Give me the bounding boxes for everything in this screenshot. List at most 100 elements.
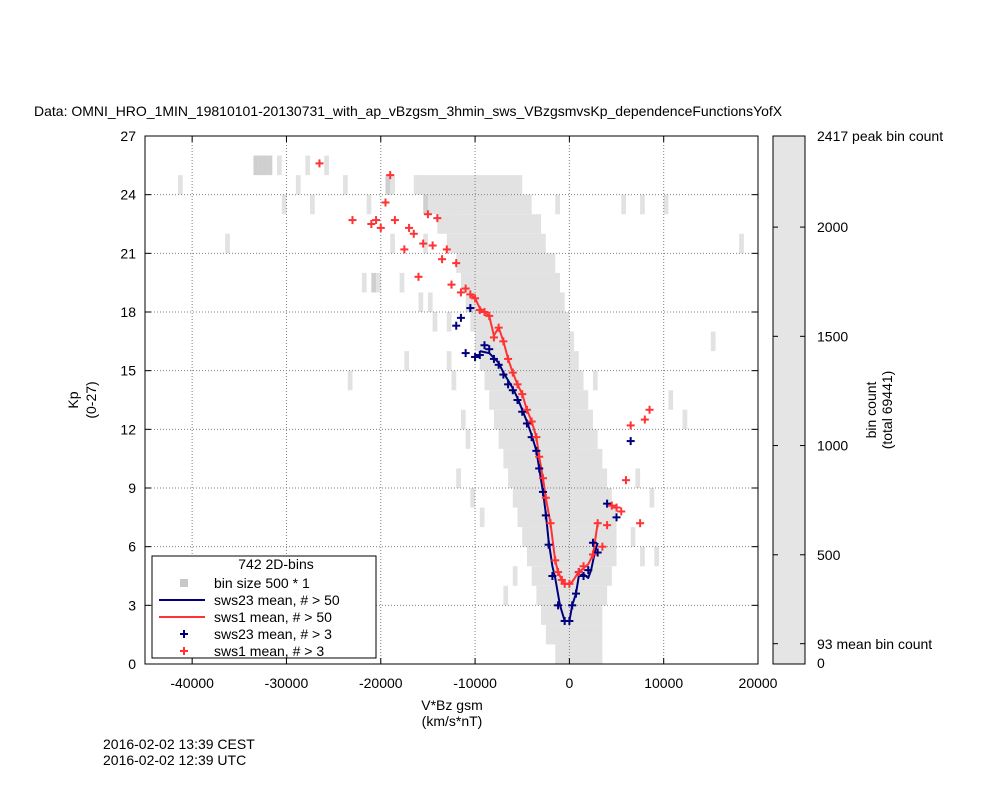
data-point-sws1 [551,556,560,565]
density-bin [512,566,518,586]
legend-swatch-plus [180,630,188,638]
data-point-sws1 [565,579,574,588]
legend-swatch-plus [180,647,188,655]
colorbar-label: bin count [863,381,879,438]
data-point-sws23 [554,601,563,610]
legend-entry-label: sws1 mean, # > 3 [214,643,324,659]
density-bin-band [460,272,560,293]
density-bin [460,409,466,430]
data-point-sws1 [409,229,418,238]
y-tick-label: 21 [120,245,136,261]
density-bin [555,194,560,215]
data-point-sws1 [546,519,555,528]
density-bin [427,292,433,312]
data-point-sws23 [518,407,527,416]
density-bin [361,272,367,293]
legend-entry-label: bin size 500 * 1 [214,575,310,591]
data-point-sws1 [527,417,536,426]
density-bin [305,155,311,176]
data-point-sws1 [438,255,447,264]
density-bin-band [475,331,575,352]
data-point-sws1 [538,474,547,483]
grid-layer [145,136,758,664]
x-tick-label: -30000 [265,675,309,691]
data-point-sws1 [621,476,630,485]
data-point-sws23 [456,313,465,322]
colorbar: 0 500 1000 1500 2000 2417 peak bin count 93 … [772,128,943,671]
colorbar-sublabel: (total 69441) [879,371,895,450]
density-bin [277,155,282,176]
x-tick-label: 0 [565,675,573,691]
data-point-sws1 [617,507,626,516]
density-bin-dense [371,272,377,293]
data-point-sws1 [603,521,612,530]
data-point-sws1 [348,216,357,225]
bins-layer [178,155,744,664]
data-point-sws23 [480,341,489,350]
data-point-sws23 [626,437,635,446]
density-bin [446,312,452,332]
data-point-sws23 [571,589,580,598]
data-point-sws1 [419,239,428,248]
colorbar-tick-label: 1500 [817,328,848,344]
colorbar-tick-label: 0 [817,655,825,671]
legend-box [151,555,377,659]
legend-entry: sws1 mean, # > 50 [159,609,332,625]
density-bin [376,272,381,293]
density-bin-band [437,214,542,234]
legend-header: 742 2D-bins [238,556,314,572]
data-point-sws1 [475,306,484,315]
x-tick-label: 20000 [739,675,778,691]
data-point-sws23 [548,572,557,580]
density-bin-band [484,370,584,391]
density-bin [592,370,598,391]
density-bin-dense [253,155,259,176]
colorbar-tick-label: 500 [817,547,841,563]
legend-entry-label: sws23 mean, # > 3 [214,626,332,642]
legend-entry-label: sws23 mean, # > 50 [214,592,340,608]
x-axis: -40000 -30000 -20000 -10000 0 10000 20000 [170,136,778,691]
y-axis-unit: (0-27) [83,381,99,418]
data-point-sws23 [532,446,541,455]
data-point-sws1 [626,421,635,430]
density-bin [295,175,301,195]
data-point-sws23 [504,380,513,389]
density-bin-band [427,194,532,215]
density-bin-band [545,624,603,645]
colorbar-bar [772,135,806,665]
density-bin [479,507,485,528]
data-point-sws1 [442,245,451,254]
data-point-sws1 [367,220,376,228]
data-point-sws1 [414,272,423,281]
data-point-sws1 [598,542,607,551]
data-point-sws23 [466,304,475,313]
data-point-sws1 [447,280,456,289]
density-bin [503,585,509,606]
data-point-sws23 [489,354,498,363]
data-point-sws23 [535,464,544,473]
data-point-sws23 [452,321,461,330]
timestamp-local: 2016-02-02 13:39 CEST [103,736,255,752]
data-point-sws23 [565,616,574,625]
data-point-sws1 [381,198,390,207]
data-point-sws1 [376,223,385,232]
data-point-sws23 [568,601,577,610]
data-point-sws23 [588,538,597,547]
density-bin-band [536,585,608,606]
density-bin [446,351,452,371]
density-bin-band [465,292,565,312]
data-point-sws1 [489,333,498,342]
density-bin [324,155,329,176]
density-bin [663,194,669,215]
timestamp-utc: 2016-02-02 12:39 UTC [103,752,247,768]
density-bin-band [541,605,603,625]
density-bin [418,175,424,195]
y-tick-label: 9 [128,480,136,496]
density-bin [347,370,353,391]
data-point-sws23 [593,548,602,557]
data-point-sws1 [640,415,649,424]
legend-entry: sws23 mean, # > 3 [180,626,332,642]
data-point-sws1 [518,390,527,399]
